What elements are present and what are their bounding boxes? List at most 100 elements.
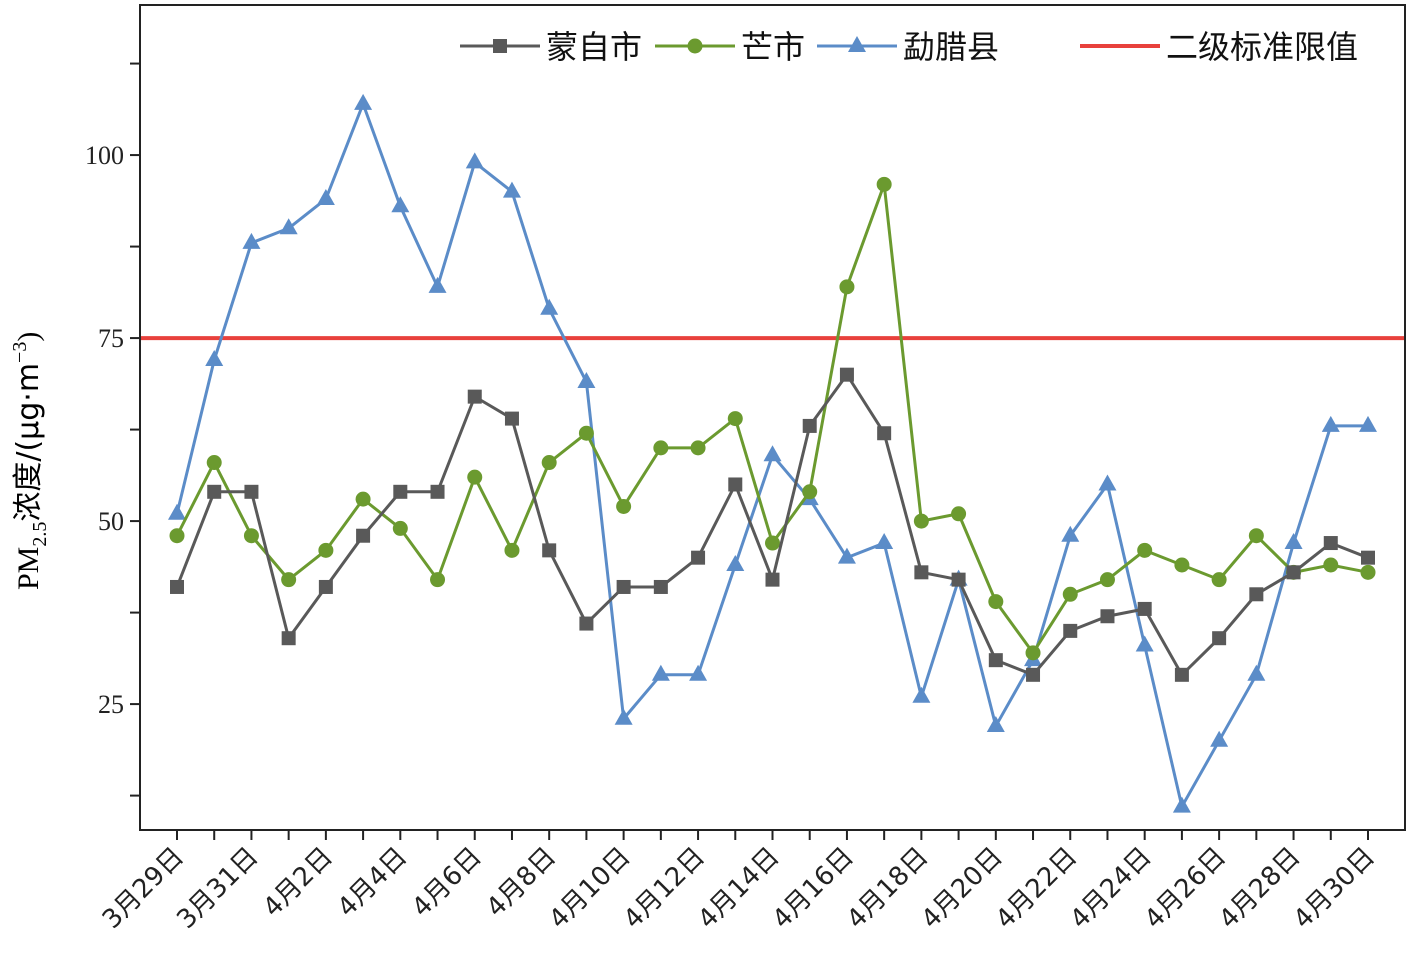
data-point [1026, 667, 1041, 682]
data-point [1025, 645, 1041, 661]
legend-marker [493, 39, 507, 53]
data-point [242, 232, 261, 249]
x-tick-label: 3月31日 [171, 842, 264, 935]
data-point [244, 484, 259, 499]
data-point [243, 528, 259, 544]
data-point [839, 279, 855, 295]
legend-label: 芒市 [741, 28, 805, 66]
data-point [689, 664, 708, 681]
data-point [281, 572, 297, 588]
data-point [765, 572, 780, 587]
x-tick-label: 4月18日 [841, 842, 934, 935]
data-point [1137, 601, 1152, 616]
data-point [691, 550, 706, 565]
data-point [1172, 796, 1191, 813]
data-point [951, 506, 967, 522]
data-point [1137, 542, 1153, 558]
data-point [430, 484, 445, 499]
data-point [169, 528, 185, 544]
data-point [726, 555, 745, 572]
data-point [430, 572, 446, 588]
data-point [1248, 528, 1264, 544]
y-axis-label: PM2.5浓度/(μg·m−3) [9, 332, 51, 590]
data-point [877, 426, 892, 441]
x-tick-label: 4月28日 [1213, 842, 1306, 935]
data-point [1286, 565, 1301, 580]
data-point [1135, 635, 1154, 652]
data-point [988, 653, 1003, 668]
series-line [175, 372, 1369, 678]
x-tick-label: 4月2日 [257, 842, 338, 923]
data-point [1210, 730, 1229, 747]
data-point [579, 616, 594, 631]
data-point [837, 547, 856, 564]
data-point [1323, 536, 1338, 551]
data-point [876, 176, 892, 192]
data-point [1249, 587, 1264, 602]
data-point [392, 520, 408, 536]
x-tick-label: 4月6日 [406, 842, 487, 923]
series-triangle [168, 93, 1377, 813]
data-point [205, 350, 224, 367]
data-point [951, 572, 966, 587]
data-point [540, 298, 559, 315]
data-point [393, 484, 408, 499]
data-point [578, 425, 594, 441]
data-point [1098, 474, 1117, 491]
data-point [465, 152, 484, 169]
y-tick-label: 100 [85, 141, 124, 170]
data-point [913, 513, 929, 529]
data-point [1099, 572, 1115, 588]
data-point [504, 411, 519, 426]
data-point [1174, 557, 1190, 573]
data-point [986, 716, 1005, 733]
y-tick-label: 25 [98, 690, 124, 719]
data-point [541, 455, 557, 471]
data-point [839, 367, 854, 382]
data-point [542, 543, 557, 558]
data-point [1174, 667, 1189, 682]
data-point [1321, 415, 1340, 432]
data-point [1100, 609, 1115, 624]
x-tick-label: 3月29日 [97, 842, 190, 935]
plot-frame [139, 4, 1406, 831]
x-tick-label: 4月14日 [692, 842, 785, 935]
data-point [318, 579, 333, 594]
data-point [318, 542, 334, 558]
data-point [354, 93, 373, 110]
x-tick-label: 4月26日 [1139, 842, 1232, 935]
data-point [207, 484, 222, 499]
x-tick-label: 4月24日 [1065, 842, 1158, 935]
data-point [1360, 564, 1376, 580]
data-point [1247, 664, 1266, 681]
data-point [1061, 525, 1080, 542]
data-point [502, 181, 521, 198]
data-point [1212, 631, 1227, 646]
data-point [802, 484, 818, 500]
data-point [651, 664, 670, 681]
x-tick-label: 4月30日 [1288, 842, 1381, 935]
data-point [765, 535, 780, 551]
data-point [653, 579, 668, 594]
x-tick-label: 4月16日 [767, 842, 860, 935]
data-point [316, 188, 335, 205]
y-tick-label: 75 [98, 324, 124, 353]
x-tick-label: 4月10日 [543, 842, 636, 935]
data-point [728, 477, 743, 492]
legend-marker [848, 36, 866, 52]
x-tick-label: 4月4日 [332, 842, 413, 923]
data-point [875, 533, 894, 550]
data-point [1323, 557, 1339, 573]
data-point [763, 445, 782, 462]
legend-label: 勐腊县 [903, 28, 999, 66]
legend-label: 二级标准限值 [1166, 28, 1358, 66]
data-point [356, 528, 371, 543]
x-tick-label: 4月22日 [990, 842, 1083, 935]
data-point [1284, 533, 1303, 550]
series-square [170, 367, 1375, 682]
data-point [170, 579, 184, 594]
data-point [616, 498, 632, 514]
legend-marker [687, 38, 703, 54]
data-point [1211, 572, 1227, 588]
data-point [914, 565, 929, 580]
